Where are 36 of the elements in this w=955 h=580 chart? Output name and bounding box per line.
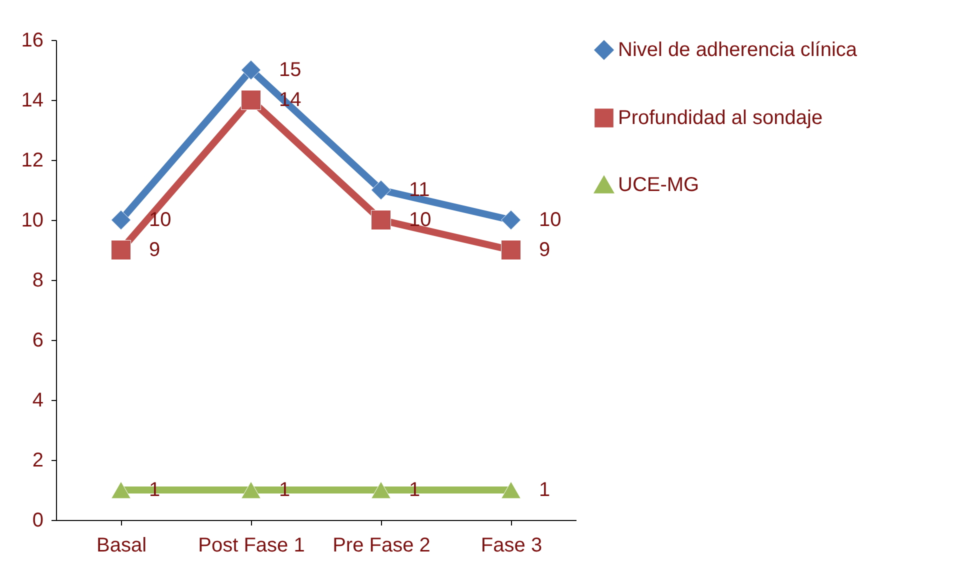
data-label: 10: [409, 209, 432, 231]
y-tick-label: 14: [21, 90, 44, 112]
y-tick-label: 6: [32, 330, 44, 352]
y-tick-label: 12: [21, 150, 44, 172]
y-tick-label: 2: [32, 450, 44, 472]
legend-label: UCE-MG: [618, 174, 700, 196]
y-tick-label: 16: [21, 30, 44, 52]
point: [111, 210, 131, 230]
point: [371, 481, 391, 499]
x-tick-label: Pre Fase 2: [332, 534, 430, 556]
x-tick-label: Fase 3: [480, 534, 542, 556]
data-label: 15: [279, 59, 302, 81]
point: [111, 240, 131, 260]
point: [501, 210, 521, 230]
point: [241, 481, 261, 499]
data-label: 11: [409, 179, 430, 201]
data-label: 9: [539, 239, 550, 261]
data-label: 10: [539, 209, 562, 231]
data-label: 9: [149, 239, 160, 261]
y-tick-label: 4: [32, 390, 44, 412]
point: [501, 481, 521, 499]
point: [371, 210, 391, 230]
y-tick-label: 0: [32, 510, 44, 532]
legend-label: Profundidad al sondaje: [618, 107, 823, 129]
x-tick-label: Post Fase 1: [198, 534, 305, 556]
y-tick-label: 8: [32, 270, 44, 292]
point: [111, 481, 131, 499]
point: [371, 180, 391, 200]
point: [241, 60, 261, 80]
legend-label: Nivel de adherencia clínica: [618, 39, 858, 61]
y-tick-label: 10: [21, 210, 44, 232]
data-label: 1: [539, 479, 550, 501]
x-tick-label: Basal: [96, 534, 147, 556]
point: [241, 90, 261, 110]
data-label: 10: [149, 209, 172, 231]
point: [501, 240, 521, 260]
